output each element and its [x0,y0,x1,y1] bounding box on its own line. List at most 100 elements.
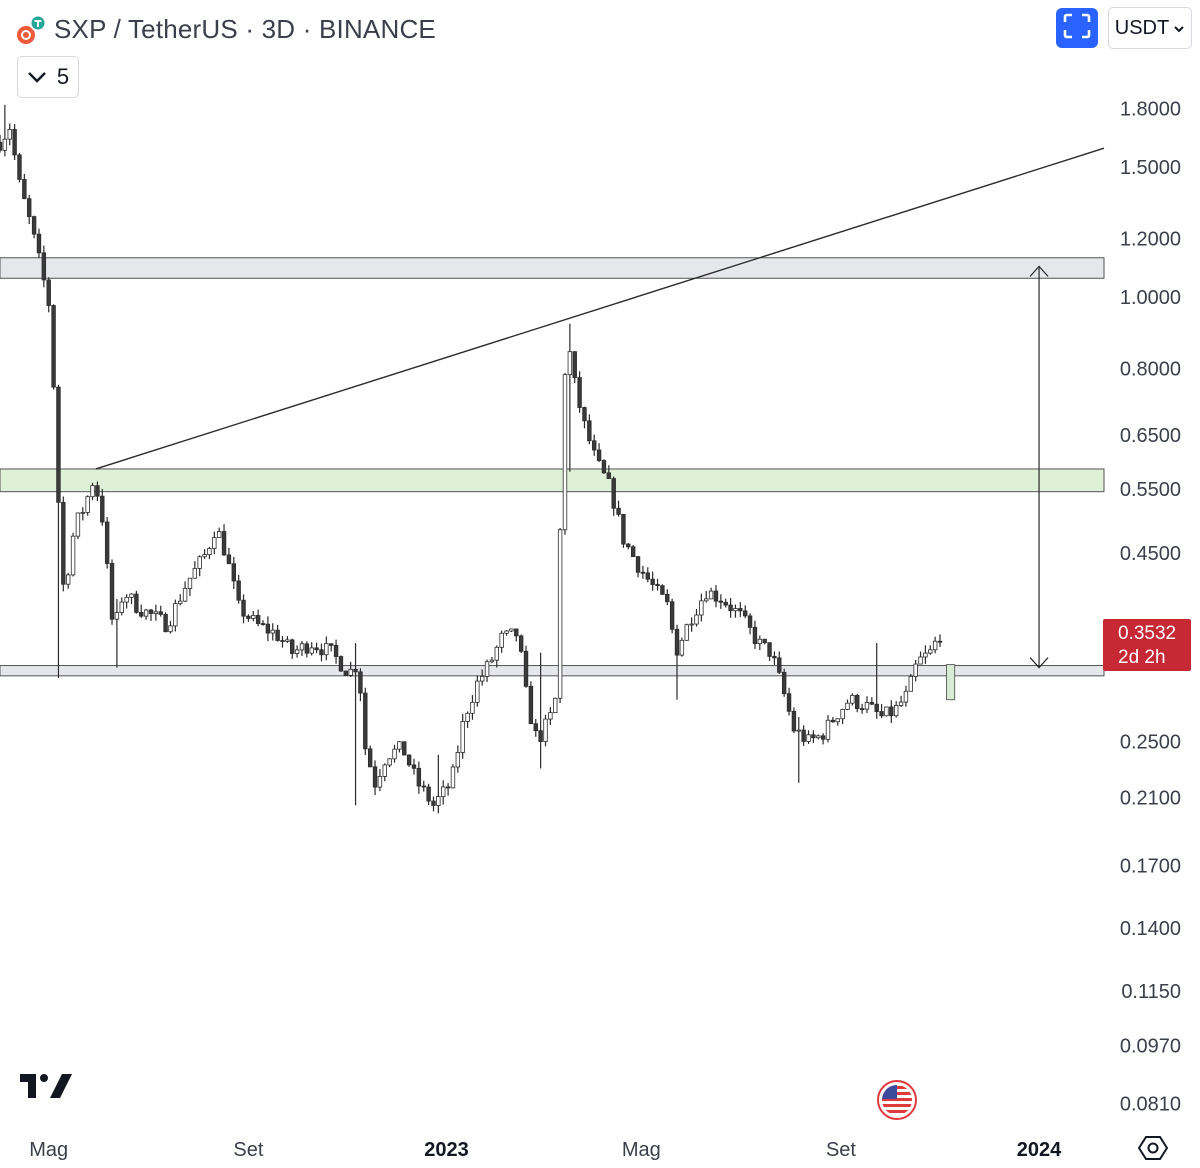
candle [104,516,110,569]
candle-down [738,608,743,612]
candle [713,585,719,608]
candle-up [216,531,222,539]
candle [923,645,928,664]
candle-up [119,601,124,613]
y-tick-label: 1.8000 [1120,98,1181,120]
candle-up [80,512,85,514]
candle [212,531,217,555]
candle [275,625,280,642]
candle [816,734,821,740]
candle-up [908,676,913,692]
candle [124,594,129,609]
candle [845,699,850,711]
candle-down [241,599,246,617]
candle [465,711,470,728]
candle [226,547,232,565]
candle-down [61,501,66,585]
candle-up [7,129,12,140]
candle-down [718,600,724,603]
candle [777,651,782,674]
candle-down [36,233,42,254]
candle [22,173,27,200]
candle-down [655,584,660,587]
candle-down [12,129,17,156]
candle [143,608,149,620]
candle [523,645,529,688]
sxp-coin-icon[interactable] [14,13,47,45]
candle-down [353,668,358,673]
candle [577,371,582,413]
chevron-down-icon [27,64,47,90]
candle-down [338,656,344,672]
candles-layer [0,104,943,814]
indicators-toggle-button[interactable]: 5 [17,56,79,98]
x-tick-label: 2024 [1017,1139,1062,1161]
settings-icon[interactable] [1137,1133,1169,1168]
candle-down [265,623,271,634]
y-tick-label: 0.6500 [1120,425,1181,447]
candle-up [494,646,499,661]
candle-up [397,741,402,750]
candle-down [363,692,368,750]
candle-up [387,758,392,766]
y-tick-label: 0.2100 [1120,788,1181,810]
candle-down [587,420,592,442]
candle-up [124,596,129,603]
candle [626,542,631,550]
support-zone-grey [0,665,1105,677]
candle-down [421,785,426,788]
candle [7,123,12,146]
us-flag-icon[interactable] [872,1080,922,1125]
candle-up [285,639,290,642]
currency-select[interactable]: USDT [1108,7,1192,49]
candle [655,578,660,591]
candle-down [31,216,37,235]
candle [786,687,792,716]
candle [70,532,76,577]
y-tick-label: 0.0810 [1120,1093,1181,1115]
fullscreen-button[interactable] [1056,8,1098,48]
candle [767,642,772,662]
candle [416,761,422,794]
candle [494,645,499,668]
candle-down [723,601,728,606]
x-tick-label: Mag [29,1139,68,1161]
y-tick-label: 0.4500 [1120,543,1181,565]
tradingview-logo-icon[interactable] [20,1072,74,1105]
candle [216,527,222,539]
candle-up [251,615,256,619]
candle-down [747,615,753,628]
candle [855,693,860,713]
candle [723,598,728,608]
currency-value: USDT [1114,16,1170,39]
x-tick-label: Set [233,1139,263,1161]
candle-up [90,485,95,498]
candle [743,605,748,619]
candle-up [796,729,801,732]
candle [441,780,446,805]
x-tick-label: Mag [622,1139,661,1161]
chart-title[interactable]: SXP / TetherUS · 3D · BINANCE [54,13,436,44]
candle [674,624,680,700]
candle [270,623,275,641]
candle-up [932,640,938,651]
candle [694,608,699,627]
candle [95,481,100,502]
candle-up [913,663,918,677]
candle-down [786,693,792,712]
candle [392,744,397,763]
candle-down [728,604,733,612]
candle [75,512,81,540]
candle [913,659,918,682]
candle-up [553,697,558,714]
candle [518,634,524,654]
candle-down [669,601,675,630]
candle [528,681,534,725]
candle [290,638,295,659]
candle-down [416,767,422,787]
candle-up [835,718,840,723]
candle-down [640,571,646,574]
y-tick-label: 0.1400 [1120,918,1181,940]
last-price-tag: 0.3532 2d 2h [1103,619,1191,671]
